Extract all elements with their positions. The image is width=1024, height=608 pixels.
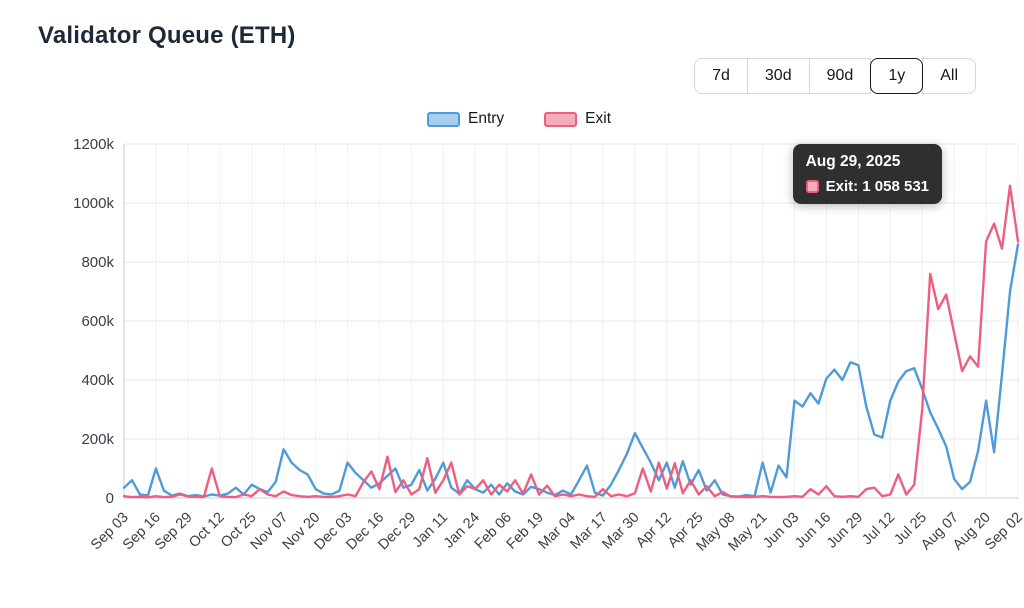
legend-label-entry: Entry [467, 110, 505, 127]
tooltip-value: Exit: 1 058 531 [825, 178, 929, 195]
legend-label-exit: Exit [585, 110, 612, 127]
svg-text:0: 0 [106, 490, 114, 507]
time-range-group: 7d 30d 90d 1y All [38, 58, 1000, 94]
range-button-30d[interactable]: 30d [746, 58, 810, 94]
range-button-all[interactable]: All [922, 58, 976, 94]
svg-text:200k: 200k [81, 431, 114, 448]
chart-legend: Entry Exit [38, 110, 1000, 128]
svg-text:1200k: 1200k [73, 136, 114, 153]
page-title: Validator Queue (ETH) [38, 22, 296, 49]
range-button-1y[interactable]: 1y [870, 58, 924, 94]
entry-swatch-icon [426, 111, 460, 127]
exit-swatch-icon [544, 111, 578, 127]
chart-tooltip: Aug 29, 2025 Exit: 1 058 531 [792, 144, 942, 204]
svg-text:Jul 12: Jul 12 [859, 510, 898, 549]
range-button-7d[interactable]: 7d [694, 58, 748, 94]
tooltip-value-row: Exit: 1 058 531 [805, 178, 929, 195]
svg-text:600k: 600k [81, 313, 114, 330]
svg-text:1000k: 1000k [73, 195, 114, 212]
svg-text:Apr 12: Apr 12 [633, 510, 675, 552]
legend-item-entry[interactable]: Entry [426, 110, 505, 128]
svg-text:Oct 12: Oct 12 [186, 510, 228, 552]
svg-text:Jun 29: Jun 29 [824, 510, 866, 552]
legend-item-exit[interactable]: Exit [544, 110, 611, 128]
svg-text:800k: 800k [81, 254, 114, 271]
tooltip-date: Aug 29, 2025 [805, 153, 901, 170]
tooltip-exit-swatch-icon [805, 180, 819, 193]
chart-container: Sep 03 Sep 16 Sep 29 Oct 12 Oct 25 Nov 07 Nov … [38, 130, 1024, 590]
range-button-90d[interactable]: 90d [808, 58, 872, 94]
svg-text:400k: 400k [81, 372, 114, 389]
